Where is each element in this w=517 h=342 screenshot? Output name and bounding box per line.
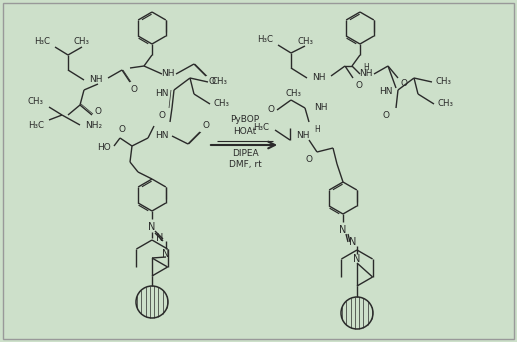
Text: H₃C: H₃C	[253, 123, 269, 132]
Text: HO: HO	[97, 144, 111, 153]
Text: N: N	[148, 222, 156, 232]
Text: O: O	[306, 156, 312, 165]
Text: HN: HN	[155, 90, 169, 98]
Text: NH: NH	[296, 132, 310, 141]
Text: O: O	[118, 126, 126, 134]
Text: O: O	[208, 78, 216, 87]
Text: NH: NH	[314, 104, 328, 113]
Text: HN: HN	[155, 132, 169, 141]
Text: HOAt: HOAt	[233, 127, 256, 135]
Text: NH₂: NH₂	[85, 120, 102, 130]
Text: CH₃: CH₃	[74, 38, 90, 47]
Text: N: N	[353, 254, 361, 264]
Text: H: H	[363, 64, 369, 73]
Text: O: O	[203, 121, 209, 131]
Text: N: N	[162, 249, 170, 259]
Text: CH₃: CH₃	[28, 97, 44, 106]
Text: H₃C: H₃C	[34, 38, 50, 47]
Text: CH₃: CH₃	[438, 100, 454, 108]
Text: H₃C: H₃C	[28, 120, 44, 130]
Text: CH₃: CH₃	[285, 90, 301, 98]
Text: PyBOP: PyBOP	[231, 116, 260, 124]
Text: CH₃: CH₃	[436, 78, 452, 87]
Text: N: N	[339, 225, 347, 235]
Text: H: H	[314, 126, 320, 134]
Text: O: O	[356, 81, 362, 91]
Text: O: O	[383, 111, 389, 120]
Text: O: O	[159, 111, 165, 120]
Text: CH₃: CH₃	[214, 100, 230, 108]
Text: DMF, rt: DMF, rt	[229, 159, 262, 169]
Text: NH: NH	[312, 74, 326, 82]
Text: N: N	[156, 233, 164, 243]
Text: CH₃: CH₃	[212, 78, 228, 87]
Text: NH: NH	[89, 76, 103, 84]
Text: O: O	[267, 105, 275, 115]
Text: O: O	[401, 79, 407, 89]
Text: DIPEA: DIPEA	[232, 148, 258, 158]
Text: H₃C: H₃C	[257, 36, 273, 44]
Text: NH: NH	[359, 69, 373, 79]
Text: HN: HN	[379, 88, 393, 96]
Text: O: O	[95, 107, 101, 117]
Text: O: O	[130, 86, 138, 94]
Text: N: N	[349, 237, 357, 247]
Text: CH₃: CH₃	[297, 38, 313, 47]
Text: NH: NH	[161, 69, 175, 79]
